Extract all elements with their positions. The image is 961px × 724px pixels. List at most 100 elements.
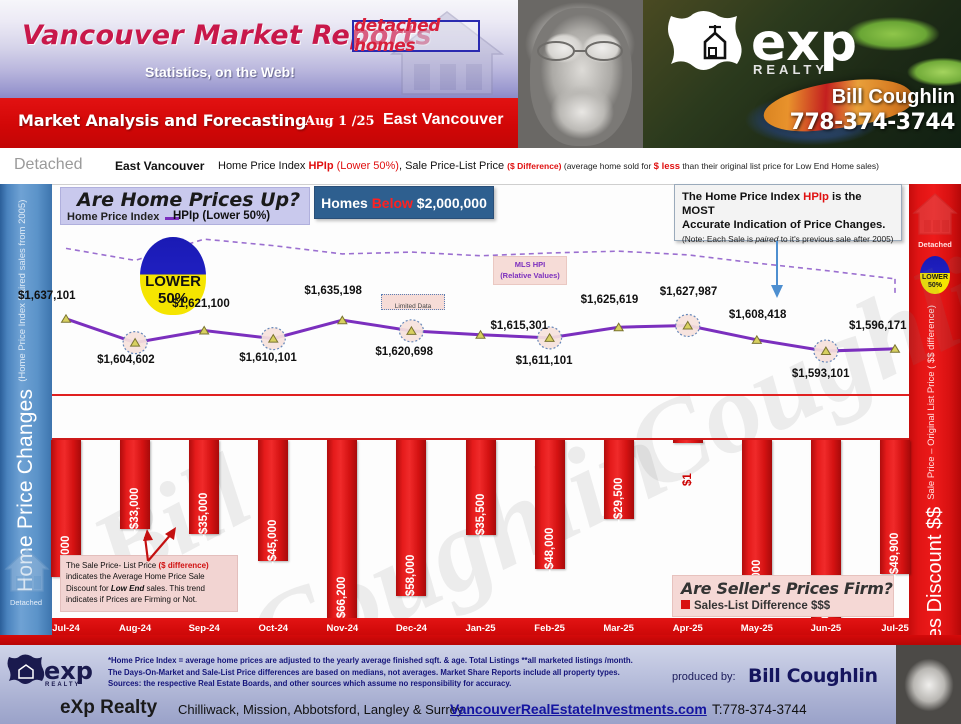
hpi-accuracy-note-box: The Home Price Index HPIp is the MOST Ac… — [674, 184, 902, 244]
bar — [120, 440, 151, 529]
bar — [603, 440, 634, 519]
homes-below-price-box: Homes Below $2,000,000 — [314, 186, 494, 219]
sale-note-1b: ($ difference) — [158, 561, 209, 570]
mls-hpi-label: MLS HPI — [514, 260, 546, 269]
egg-pct-chart-label: 50% — [157, 290, 189, 307]
mls-hpi-annotation: MLS HPI (Relative Values) — [493, 256, 567, 285]
axis-tick-label: Mar-25 — [603, 623, 634, 634]
line-point-label: $1,620,698 — [375, 345, 433, 358]
upper-divider-line — [52, 394, 909, 396]
axis-tick-label: Sep-24 — [188, 623, 220, 634]
footer-notes: *Home Price Index = average home prices … — [108, 655, 668, 690]
home-price-index-label: Home Price Index — [67, 211, 160, 223]
firm-legend: Sales-List Difference $$$ — [681, 600, 893, 612]
svg-text:exp: exp — [751, 13, 857, 73]
line-point-label: $1,637,101 — [18, 289, 76, 302]
house-icon — [4, 548, 50, 592]
homes-below-b: $2,000,000 — [412, 194, 487, 211]
detached-homes-badge: detached homes — [352, 16, 480, 56]
subbar-desc-lower: (Lower 50%) — [333, 160, 399, 172]
footer-website-link[interactable]: VancouverRealEstateInvestments.com — [450, 701, 707, 717]
line-point-label: $1,611,101 — [515, 354, 573, 367]
sale-note-3a: Discount for — [66, 583, 111, 593]
footer-telephone: T:778-374-3744 — [712, 702, 807, 717]
svg-text:exp: exp — [44, 657, 93, 685]
right-sidebar-title: Sales Discount $$ — [923, 506, 946, 635]
limited-data-annotation: Limited Data — [381, 294, 445, 310]
header-red-bar: Market Analysis and Forecasting Aug 1 /2… — [0, 98, 518, 148]
axis-tick-label: Aug-24 — [118, 623, 152, 634]
hpi-note-hpi: HPIp — [803, 191, 829, 203]
bar — [465, 440, 496, 535]
hpi-note-a: (Note: Each Sale is — [682, 234, 756, 244]
line-point-label: $1,615,301 — [490, 319, 549, 332]
header-subtitle: Statistics, on the Web! — [145, 64, 295, 80]
exp-realty-logo-icon: exp REALTY — [668, 11, 857, 77]
exp-realty-logo-icon: exp REALTY — [7, 654, 93, 688]
homes-below-text: Homes Below $2,000,000 — [321, 195, 487, 211]
footer-note-3: Sources: the respective Real Estate Boar… — [108, 679, 512, 688]
bar-value-label: -$45,000 — [267, 519, 280, 565]
subbar-description: Home Price Index HPIp (Lower 50%), Sale … — [218, 160, 879, 172]
bar — [51, 440, 81, 577]
egg-lower-chart-label: LOWER — [145, 273, 201, 290]
footer: exp REALTY *Home Price Index = average h… — [0, 645, 961, 724]
axis-tick-label: Apr-25 — [672, 623, 703, 634]
subtitle-strip: Detached East Vancouver Home Price Index… — [0, 148, 961, 184]
bar — [327, 440, 358, 618]
bar — [534, 440, 565, 569]
lower-50-egg-chart-badge: LOWER 50% — [140, 237, 206, 315]
are-home-prices-up-title: Are Home Prices Up? — [77, 189, 301, 211]
report-date: Aug 1 /25 — [305, 114, 375, 129]
bar — [741, 440, 772, 601]
hpi-note-l1b: is the MOST — [682, 191, 862, 217]
subbar-desc-b: , Sale Price-List Price — [398, 160, 508, 172]
hpi-note-l1a: The Home Price Index — [682, 191, 804, 203]
axis-tick-label: Feb-25 — [534, 623, 565, 634]
bar-value-label: -$48,000 — [543, 527, 556, 573]
sale-note-1a: The Sale Price- List Price — [66, 561, 159, 570]
sale-note-line2: indicates the Average Home Price Sale — [66, 572, 205, 582]
line-point-label: $1,596,171 — [849, 319, 907, 332]
axis-tick-label: Dec-24 — [395, 623, 427, 634]
subbar-location-label: East Vancouver — [115, 159, 205, 173]
homes-below-a: Homes — [321, 194, 372, 211]
header-left-banner: Vancouver Market Reports Statistics, on … — [0, 0, 518, 98]
are-sellers-prices-firm-box: Are Seller's Prices Firm? Sales-List Dif… — [672, 575, 894, 617]
axis-tick-label: Jul-24 — [52, 623, 80, 634]
sale-note-line1: The Sale Price- List Price ($ difference… — [66, 560, 232, 571]
house-icon — [912, 193, 958, 235]
bar-value-label: -$66,200 — [336, 576, 349, 622]
header-agent-phone: 778-374-3744 — [789, 110, 956, 135]
homes-below-word: Below — [371, 194, 413, 211]
subbar-desc-a: Home Price Index — [218, 160, 309, 172]
limited-data-label: Limited Data — [394, 303, 432, 310]
bar-value-label: -$58,000 — [405, 554, 418, 600]
agent-photo — [518, 0, 643, 148]
bar-value-label: -$35,000 — [198, 492, 211, 538]
line-chart-svg — [60, 238, 901, 363]
page-title: Vancouver Market Reports — [22, 20, 432, 51]
line-point-label: $1,625,619 — [580, 294, 639, 307]
right-sidebar-text: Sales Discount $$ Sale Price – Original … — [909, 288, 961, 635]
footer-contact-row: eXp Realty Chilliwack, Mission, Abbotsfo… — [0, 697, 896, 724]
hpi-note-paired: paired — [755, 234, 779, 244]
axis-tick-label: Jul-25 — [881, 623, 909, 634]
up-arrows-icon — [143, 527, 176, 562]
legend-line-swatch — [165, 217, 179, 220]
hpi-note-b: to it's previous sale after 2005) — [778, 234, 894, 244]
axis-tick-label: Nov-24 — [326, 623, 359, 634]
footer-note-1: *Home Price Index = average home prices … — [108, 656, 633, 665]
line-point-label: $1,635,198 — [304, 285, 362, 298]
sale-note-line3: Discount for Low End sales. This trend — [66, 583, 232, 594]
line-point-label: $1,604,602 — [97, 353, 155, 366]
svg-text:REALTY: REALTY — [45, 682, 81, 688]
bar-zero-line — [52, 438, 909, 440]
agent-face — [530, 8, 632, 146]
bar-value-label: -$29,500 — [612, 477, 625, 523]
sale-price-note-box: The Sale Price- List Price ($ difference… — [60, 555, 238, 612]
sale-note-line4: indicates if Prices are Firming or Not. — [66, 595, 198, 605]
svg-text:REALTY: REALTY — [753, 62, 828, 77]
hpi-note-line3: (Note: Each Sale is paired to it's previ… — [682, 234, 895, 244]
bar — [672, 440, 703, 443]
